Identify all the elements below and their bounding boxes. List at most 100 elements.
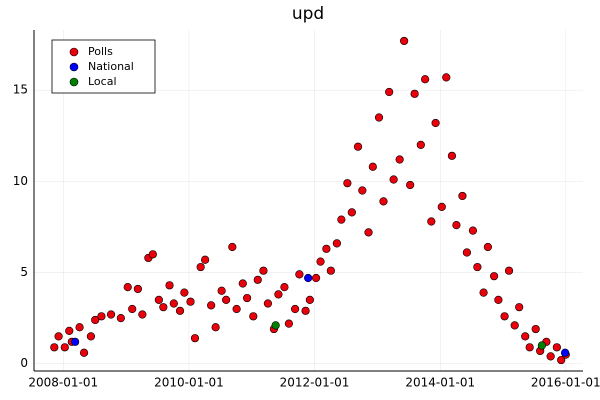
point xyxy=(97,312,106,321)
point xyxy=(271,321,280,330)
point xyxy=(316,257,325,266)
point xyxy=(410,89,419,98)
point xyxy=(364,228,373,237)
point xyxy=(75,323,84,332)
point xyxy=(395,155,404,164)
point xyxy=(489,272,499,281)
point xyxy=(389,175,398,184)
point xyxy=(385,87,394,97)
point xyxy=(259,266,268,275)
x-tick-label: 2014-01-01 xyxy=(405,376,475,390)
legend-label: Local xyxy=(88,75,117,88)
point xyxy=(54,332,63,341)
point xyxy=(65,326,74,335)
point xyxy=(175,306,185,315)
point xyxy=(186,297,195,306)
point xyxy=(123,283,132,292)
point xyxy=(437,202,446,211)
x-tick-label: 2008-01-01 xyxy=(28,376,98,390)
point xyxy=(521,332,530,341)
point xyxy=(159,303,168,312)
legend-marker xyxy=(69,62,79,72)
point xyxy=(249,312,258,321)
point xyxy=(322,244,331,253)
point xyxy=(280,283,289,292)
point xyxy=(358,186,367,195)
point xyxy=(284,319,293,328)
point xyxy=(180,288,189,297)
point xyxy=(71,337,80,346)
legend-label: Polls xyxy=(88,45,113,58)
point xyxy=(515,303,524,312)
point xyxy=(431,118,440,128)
point xyxy=(332,239,341,248)
point xyxy=(196,262,205,272)
point xyxy=(242,293,252,303)
point xyxy=(301,306,310,315)
y-tick-label: 10 xyxy=(13,174,28,188)
chart-title: upd xyxy=(292,4,324,24)
point xyxy=(421,75,430,84)
point xyxy=(263,299,273,308)
point xyxy=(504,266,514,275)
y-tick-label: 5 xyxy=(20,265,28,279)
point xyxy=(458,191,467,201)
point xyxy=(462,248,472,257)
point xyxy=(211,323,220,332)
point xyxy=(379,197,388,206)
point xyxy=(479,288,488,297)
point xyxy=(165,281,174,290)
point xyxy=(427,217,436,226)
point xyxy=(190,334,200,343)
point xyxy=(50,343,59,352)
point xyxy=(483,242,492,252)
point xyxy=(343,179,352,188)
legend-label: National xyxy=(88,60,134,73)
point xyxy=(169,299,178,308)
legend-box xyxy=(51,39,156,94)
point xyxy=(552,343,561,352)
point xyxy=(311,273,321,283)
point xyxy=(290,304,300,314)
point xyxy=(295,270,304,279)
x-tick-label: 2012-01-01 xyxy=(280,376,350,390)
point xyxy=(232,304,241,314)
point xyxy=(561,348,570,357)
point xyxy=(473,262,482,272)
point xyxy=(447,151,457,160)
point xyxy=(79,348,89,357)
point xyxy=(138,310,147,319)
point xyxy=(416,140,425,149)
point xyxy=(133,284,142,294)
point xyxy=(510,321,519,330)
point xyxy=(546,352,555,361)
point xyxy=(374,113,384,122)
point xyxy=(368,162,377,171)
point xyxy=(128,304,137,314)
x-tick-label: 2010-01-01 xyxy=(154,376,224,390)
point xyxy=(326,266,335,275)
point xyxy=(494,295,503,304)
point xyxy=(305,295,314,304)
point xyxy=(525,343,534,352)
point xyxy=(452,221,461,230)
point xyxy=(217,286,226,295)
point xyxy=(353,142,363,151)
point xyxy=(406,180,415,190)
legend-marker xyxy=(69,47,79,57)
y-tick-label: 15 xyxy=(13,83,28,97)
point xyxy=(347,208,356,217)
point xyxy=(442,73,451,82)
point xyxy=(154,295,163,304)
point xyxy=(500,312,509,321)
point xyxy=(106,310,116,319)
point xyxy=(116,314,125,323)
point xyxy=(537,341,546,350)
point xyxy=(468,226,478,235)
point xyxy=(207,301,216,310)
point xyxy=(274,290,283,299)
point xyxy=(238,279,247,288)
point xyxy=(557,355,566,365)
point xyxy=(222,295,231,304)
